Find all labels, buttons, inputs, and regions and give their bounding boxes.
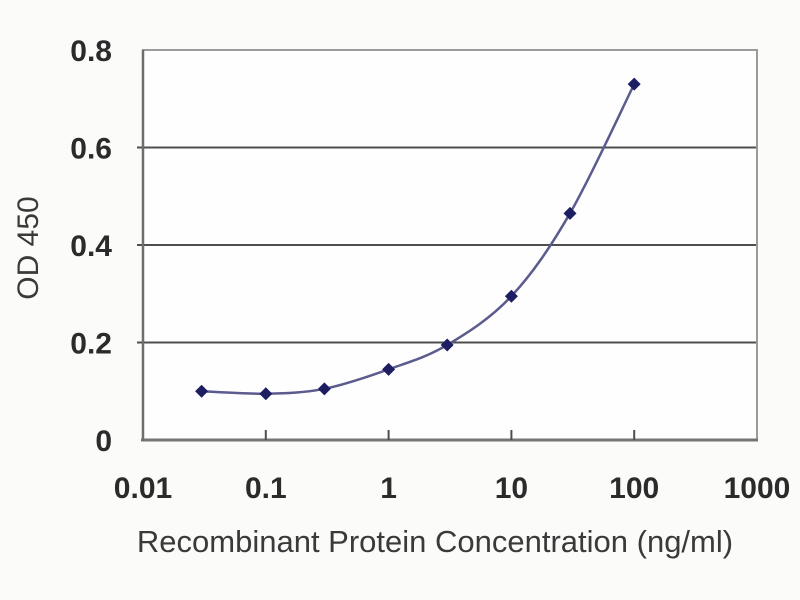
data-point-marker-3 (440, 338, 454, 352)
y-axis-label: OD 450 (12, 196, 45, 300)
x-tick-label-1: 1 (380, 472, 397, 505)
data-point-marker-0.3 (317, 382, 331, 396)
x-tick-label-1000: 1000 (724, 472, 791, 505)
x-tick-label-100: 100 (609, 472, 659, 505)
x-tick-label-0.1: 0.1 (245, 472, 287, 505)
data-point-marker-1 (382, 362, 396, 376)
y-tick-label-0.2: 0.2 (70, 328, 112, 361)
data-point-marker-30 (563, 206, 577, 220)
x-tick-label-0.01: 0.01 (114, 472, 172, 505)
y-tick-label-0.6: 0.6 (70, 133, 112, 166)
x-tick-label-10: 10 (495, 472, 528, 505)
y-tick-label-0.8: 0.8 (70, 35, 112, 68)
y-tick-label-0.4: 0.4 (70, 230, 112, 263)
data-point-marker-0.1 (259, 387, 273, 401)
data-point-marker-0.03 (195, 384, 209, 398)
x-axis-label: Recombinant Protein Concentration (ng/ml… (136, 524, 734, 559)
y-tick-label-0: 0 (95, 425, 112, 458)
data-point-marker-10 (504, 289, 518, 303)
data-point-marker-100 (627, 77, 641, 91)
